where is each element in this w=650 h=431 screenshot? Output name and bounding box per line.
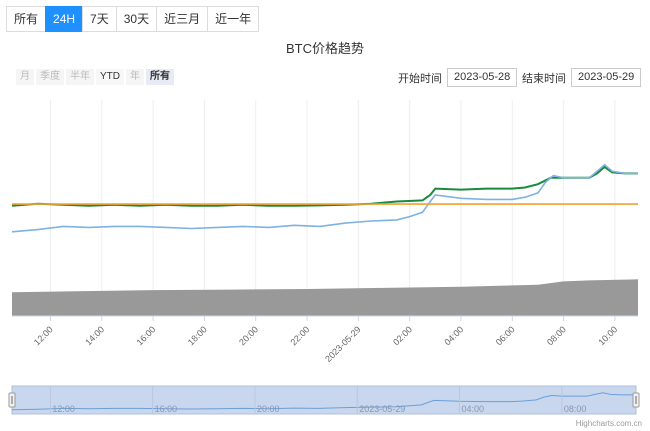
navigator-tick-label: 12:00 [52,404,75,414]
navigator-mask[interactable] [11,385,637,415]
chart-title: BTC价格趋势 [285,41,364,56]
navigator-tick-label: 16:00 [155,404,178,414]
end-date-input[interactable]: 2023-05-29 [571,68,642,87]
navigator-tick-label: 2023-05-29 [359,404,405,414]
x-tick-label: 08:00 [545,324,568,347]
x-tick-label: 04:00 [442,324,465,347]
zoom-quarter-button[interactable]: 季度 [36,69,64,85]
x-tick-label: 06:00 [494,324,517,347]
x-tick-label: 02:00 [391,324,414,347]
blue-price-series [11,163,638,233]
tab-24h[interactable]: 24H [45,6,84,32]
tab-all[interactable]: 所有 [6,6,47,32]
x-tick-label: 18:00 [186,324,209,347]
start-date-group: 开始时间 2023-05-28 [398,68,518,87]
x-tick-label: 16:00 [135,324,158,347]
zoom-ytd-button[interactable]: YTD [96,69,124,85]
zoom-halfyear-button[interactable]: 半年 [66,69,94,85]
end-date-group: 结束时间 2023-05-29 [522,68,642,87]
x-tick-label: 22:00 [288,324,311,347]
zoom-year-button[interactable]: 年 [126,69,144,85]
chart-credit: Highcharts.com.cn [575,419,642,428]
tab-7d[interactable]: 7天 [82,6,117,32]
end-date-label: 结束时间 [522,72,566,85]
zoom-all-button[interactable]: 所有 [146,69,174,85]
green-price-series [11,165,638,207]
start-date-input[interactable]: 2023-05-28 [447,68,518,87]
navigator-tick-label: 08:00 [564,404,587,414]
x-tick-label: 12:00 [32,324,55,347]
tab-3m[interactable]: 近三月 [156,6,209,32]
tab-1y[interactable]: 近一年 [207,6,260,32]
start-date-label: 开始时间 [398,72,442,85]
x-tick-label: 2023-05-29 [323,324,363,364]
x-tick-label: 20:00 [237,324,260,347]
x-tick-label: 14:00 [83,324,106,347]
navigator-tick-label: 04:00 [462,404,485,414]
x-tick-label: 10:00 [596,324,619,347]
zoom-buttons: 月 季度 半年 YTD 年 所有 [16,69,174,85]
zoom-month-button[interactable]: 月 [16,69,34,85]
time-range-tabs: 所有 24H 7天 30天 近三月 近一年 [6,6,260,32]
volume-area-series [12,279,638,316]
navigator-tick-label: 20:00 [257,404,280,414]
